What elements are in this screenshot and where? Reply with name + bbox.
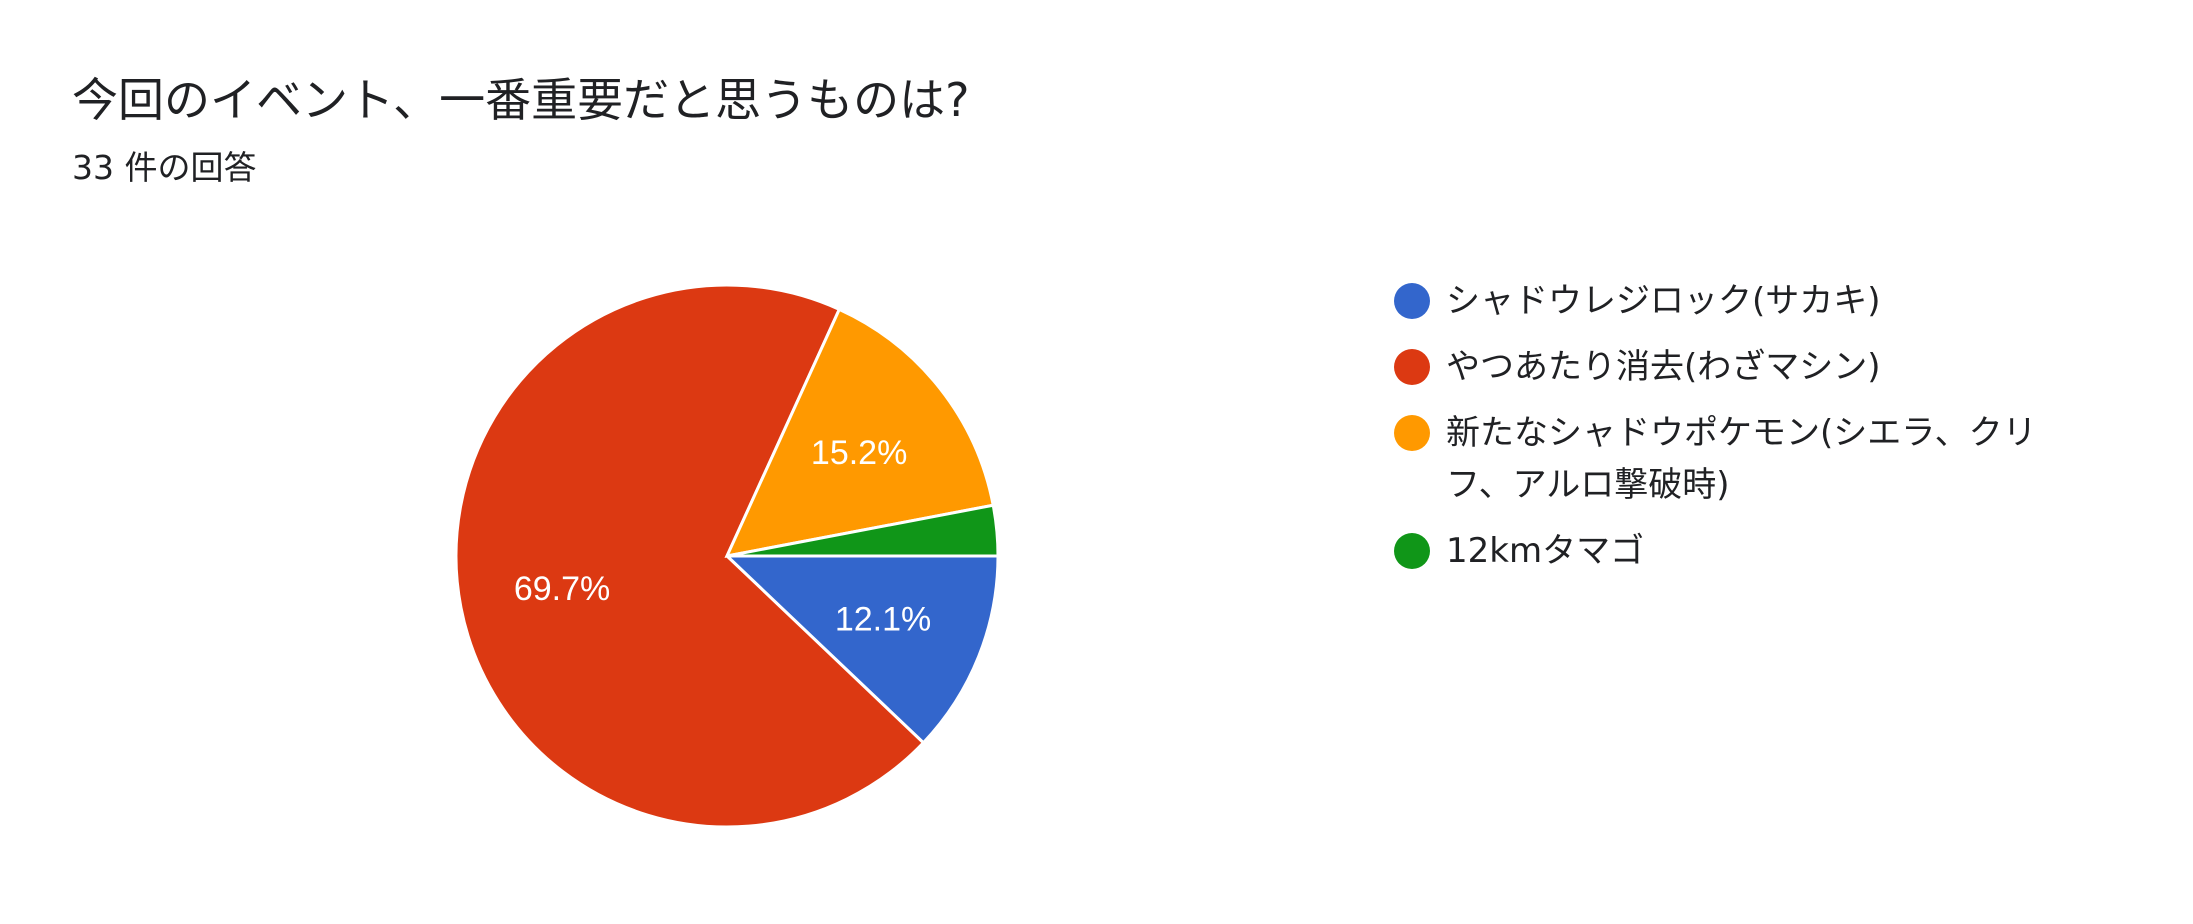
legend-swatch-icon [1394,349,1430,385]
pie-slices [454,283,1000,829]
legend-swatch-icon [1394,283,1430,319]
pie-slice-3[interactable] [724,307,995,559]
pie-slice-2[interactable] [454,283,926,829]
legend-label: 新たなシャドウポケモン(シエラ、クリフ、アルロ撃破時) [1446,413,2037,505]
legend-label: やつあたり消去(わざマシン) [1446,347,1881,387]
legend-label: 12kmタマゴ [1446,531,1645,571]
response-count: 33 件の回答 [72,148,257,187]
slice-percent-label: 12.1% [835,600,931,638]
legend-swatch-icon [1394,533,1430,569]
legend-item[interactable]: 新たなシャドウポケモン(シエラ、クリフ、アルロ撃破時) [1394,407,2094,511]
legend-label: シャドウレジロック(サカキ) [1446,281,1881,321]
question-title: 今回のイベント、一番重要だと思うものは? [72,73,970,127]
slice-percent-label: 69.7% [514,570,610,608]
pie-slice-1[interactable] [723,554,1000,745]
legend-item[interactable]: やつあたり消去(わざマシン) [1394,341,2094,393]
pie-labels: 12.1% 69.7% 15.2% [514,434,931,638]
chart-legend: シャドウレジロック(サカキ) やつあたり消去(わざマシン) 新たなシャドウポケモン(… [1394,275,2094,591]
pie-slice-4[interactable] [726,503,1000,558]
legend-item[interactable]: シャドウレジロック(サカキ) [1394,275,2094,327]
legend-item[interactable]: 12kmタマゴ [1394,525,2094,577]
legend-swatch-icon [1394,415,1430,451]
slice-percent-label: 15.2% [811,434,907,472]
